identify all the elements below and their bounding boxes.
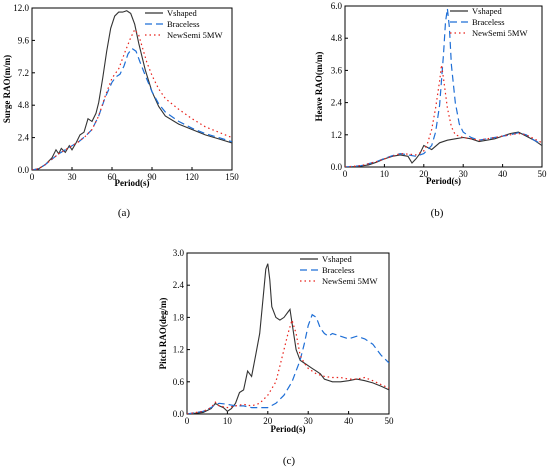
x-tick-label: 40 [344, 416, 354, 426]
series-line-vshaped [32, 10, 232, 170]
x-axis-title: Period(s) [271, 424, 306, 434]
x-tick-label: 120 [185, 172, 199, 182]
y-tick-label: 0.6 [173, 377, 185, 387]
x-tick-label: 20 [263, 416, 273, 426]
x-axis-title: Period(s) [426, 176, 461, 186]
series-line-newsemi-5mw [345, 64, 542, 167]
x-tick-label: 50 [385, 416, 395, 426]
x-tick-label: 30 [68, 172, 78, 182]
x-tick-label: 30 [459, 169, 469, 179]
x-tick-label: 10 [380, 169, 390, 179]
x-tick-label: 50 [538, 169, 548, 179]
legend-label: NewSemi 5MW [472, 28, 527, 38]
series-line-vshaped [345, 131, 542, 167]
legend-label: NewSemi 5MW [167, 30, 222, 40]
series-line-newsemi-5mw [187, 318, 389, 414]
x-tick-label: 0 [30, 172, 35, 182]
panel-label: (b) [431, 207, 444, 219]
y-tick-label: 1.2 [173, 345, 184, 355]
legend-label: NewSemi 5MW [322, 276, 377, 286]
surge-rao-panel: 0 30 60 90 120 150 0.0 2.4 4.8 7.2 9.6 12.0 Period(s… [2, 3, 239, 219]
y-tick-label: 12.0 [13, 3, 29, 13]
panel-label: (c) [283, 455, 296, 467]
x-axis-title: Period(s) [115, 178, 150, 188]
y-tick-label: 4.8 [18, 100, 30, 110]
legend-label: Braceless [167, 19, 200, 29]
y-tick-label: 7.2 [18, 68, 29, 78]
series-line-newsemi-5mw [32, 28, 232, 170]
x-tick-label: 0 [343, 169, 348, 179]
series-line-braceless [187, 313, 389, 414]
y-axis-title: Heave RAO(m/m) [314, 52, 324, 122]
plot-frame [186, 252, 390, 415]
y-tick-label: 0.0 [173, 409, 185, 419]
y-axis-title: Surge RAO(m/m) [2, 55, 12, 123]
y-tick-label: 4.8 [331, 33, 343, 43]
y-axis-title: Pitch RAO(deg/m) [158, 298, 168, 370]
y-tick-label: 0.0 [18, 165, 30, 175]
heave-rao-panel: 0 10 20 30 40 50 0.0 1.2 2.4 3.6 4.8 6.0 Period(s) He… [314, 1, 547, 219]
x-tick-label: 60 [108, 172, 118, 182]
legend-label: Braceless [322, 265, 355, 275]
pitch-rao-panel: 0 10 20 30 40 50 0.0 0.6 1.2 1.8 2.4 3.0 Period(s) Pi… [158, 248, 394, 467]
y-tick-label: 3.6 [331, 65, 343, 75]
plot-frame [31, 7, 233, 171]
x-tick-label: 0 [185, 416, 190, 426]
legend-label: Vshaped [472, 6, 502, 16]
x-tick-label: 30 [304, 416, 314, 426]
x-tick-label: 10 [223, 416, 233, 426]
x-tick-label: 150 [225, 172, 239, 182]
series-line-braceless [345, 8, 542, 167]
plot-frame [344, 5, 543, 168]
series-line-braceless [32, 47, 232, 170]
y-tick-label: 6.0 [331, 1, 343, 11]
y-tick-label: 1.2 [331, 130, 342, 140]
y-tick-label: 9.6 [18, 35, 30, 45]
x-tick-label: 20 [419, 169, 429, 179]
x-tick-label: 40 [498, 169, 508, 179]
series-line-vshaped [187, 263, 389, 414]
y-tick-label: 3.0 [173, 248, 185, 258]
legend-label: Vshaped [322, 254, 352, 264]
panel-label: (a) [118, 207, 131, 219]
y-tick-label: 2.4 [331, 98, 343, 108]
y-tick-label: 2.4 [173, 280, 185, 290]
x-tick-label: 90 [148, 172, 158, 182]
y-tick-label: 1.8 [173, 312, 185, 322]
y-tick-label: 2.4 [18, 133, 30, 143]
y-tick-label: 0.0 [331, 162, 343, 172]
legend-label: Vshaped [167, 8, 197, 18]
legend-label: Braceless [472, 17, 505, 27]
